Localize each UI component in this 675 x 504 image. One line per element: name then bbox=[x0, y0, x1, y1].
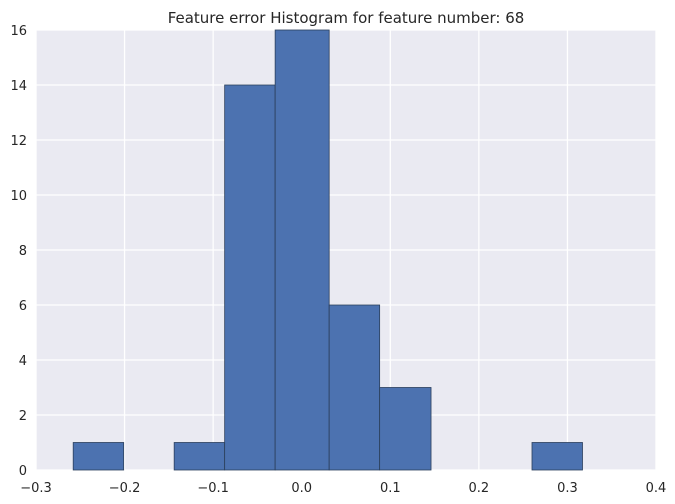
histogram-bar bbox=[274, 29, 330, 471]
y-tick-label: 14 bbox=[10, 79, 27, 94]
y-tick-labels: 0 2 4 6 8 10 12 14 16 bbox=[10, 24, 27, 479]
x-tick-label: −0.2 bbox=[109, 481, 141, 496]
x-tick-label: 0.4 bbox=[646, 481, 667, 496]
x-tick-labels: −0.3 −0.2 −0.1 0.0 0.1 0.2 0.3 0.4 bbox=[20, 481, 666, 496]
y-tick-label: 2 bbox=[19, 409, 27, 424]
y-tick-label: 4 bbox=[19, 354, 27, 369]
histogram-bar bbox=[224, 84, 276, 471]
y-tick-label: 16 bbox=[10, 24, 27, 39]
y-tick-label: 12 bbox=[10, 134, 27, 149]
x-tick-label: −0.1 bbox=[197, 481, 229, 496]
bars bbox=[72, 29, 583, 471]
x-tick-label: 0.2 bbox=[469, 481, 490, 496]
histogram-bar bbox=[173, 442, 226, 471]
histogram-bar bbox=[379, 387, 432, 471]
y-tick-label: 10 bbox=[10, 189, 27, 204]
x-tick-label: 0.1 bbox=[380, 481, 401, 496]
chart-title: Feature error Histogram for feature numb… bbox=[168, 9, 525, 27]
y-tick-label: 8 bbox=[19, 244, 27, 259]
y-tick-label: 6 bbox=[19, 299, 27, 314]
y-tick-label: 0 bbox=[19, 464, 27, 479]
x-tick-label: −0.3 bbox=[20, 481, 52, 496]
histogram-bar bbox=[531, 442, 583, 471]
histogram-bar bbox=[328, 304, 381, 471]
x-tick-label: 0.0 bbox=[291, 481, 312, 496]
histogram-bar bbox=[72, 442, 125, 471]
x-tick-label: 0.3 bbox=[557, 481, 578, 496]
